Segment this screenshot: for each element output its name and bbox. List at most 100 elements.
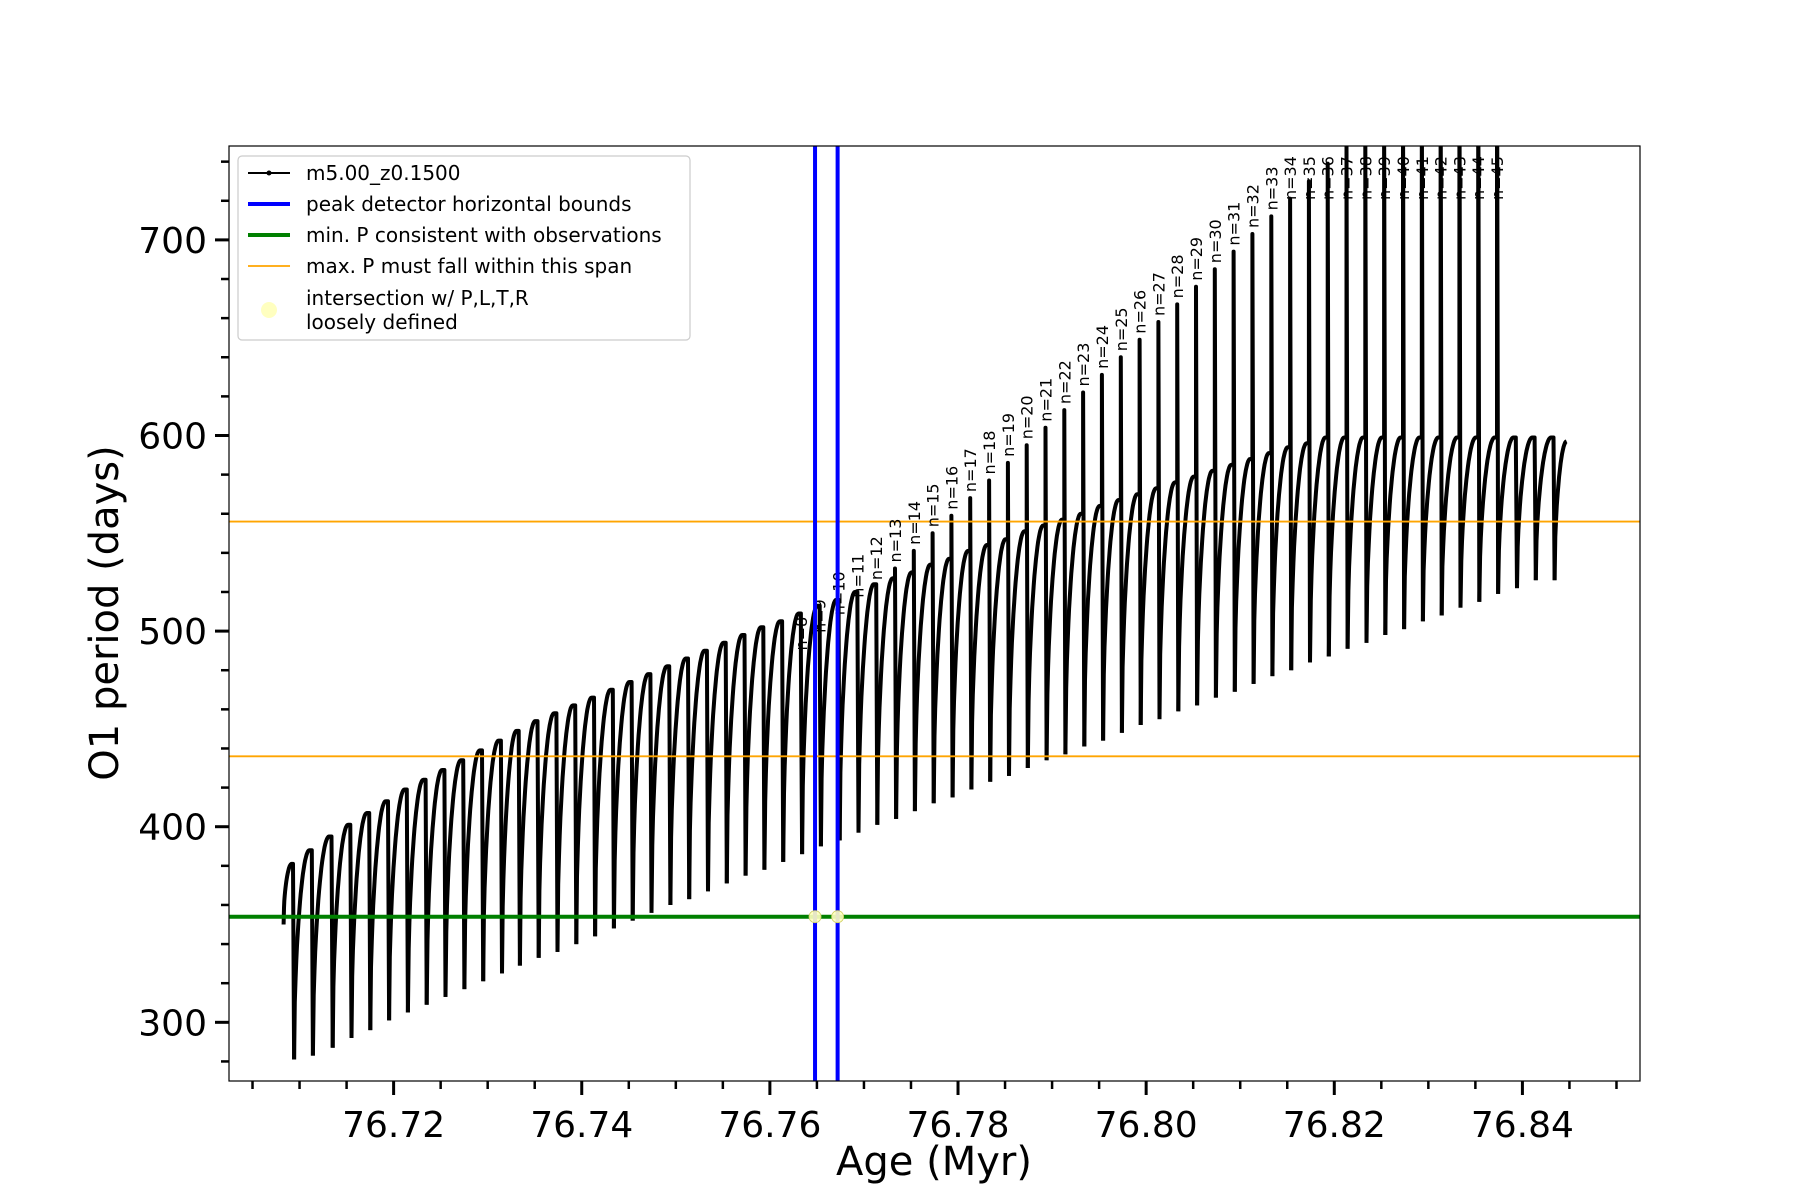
spike-label: n=28 [1168, 254, 1187, 298]
series-pulse-18 [611, 680, 635, 929]
spike-label: n=25 [1112, 307, 1131, 351]
series-pulse-47 [1157, 302, 1181, 720]
series-pulse-66 [1515, 435, 1538, 589]
x-tick-label: 76.82 [1283, 1105, 1386, 1146]
series-pulse-5 [368, 799, 392, 1031]
series-pulse-22 [687, 648, 710, 900]
series-pulse-4 [349, 811, 373, 1039]
legend-label: peak detector horizontal bounds [306, 192, 632, 216]
series-pulse-2 [310, 834, 335, 1056]
series-pulse-26 [762, 619, 786, 870]
legend-item: min. P consistent with observations [248, 223, 662, 247]
series-pulse-43 [1082, 372, 1106, 747]
series-pulse-62 [1439, 146, 1463, 616]
series-pulse-50 [1213, 249, 1237, 698]
spike-label: n=37 [1338, 156, 1357, 200]
series-pulse-14 [536, 711, 560, 958]
series-pulse-11 [481, 738, 504, 982]
spike-label: n=12 [867, 536, 886, 580]
spike-label: n=31 [1225, 202, 1244, 246]
spike-label: n=16 [942, 466, 961, 510]
series-pulse-39 [1007, 443, 1030, 776]
series-pulse-27 [781, 611, 805, 862]
spike-label: n=29 [1187, 237, 1206, 281]
spike-label: n=18 [980, 431, 999, 475]
annotation-layer: n=8n=9n=10n=11n=12n=13n=14n=15n=16n=17n=… [229, 146, 1640, 1081]
series-pulse-24 [724, 633, 748, 884]
series-pulse-31 [856, 582, 880, 833]
series-pulse-67 [1533, 435, 1557, 581]
legend-item: max. P must fall within this span [248, 254, 632, 278]
spike-label: n=39 [1375, 156, 1394, 200]
spike-label: n=13 [886, 519, 905, 563]
x-tick-label: 76.72 [342, 1105, 445, 1146]
series-pulse-40 [1025, 425, 1049, 769]
intersection-point-0 [808, 910, 822, 924]
series-pulse-61 [1420, 146, 1444, 622]
series-pulse-25 [743, 625, 767, 876]
legend-swatch-dot [261, 302, 277, 318]
series-pulse-51 [1232, 232, 1256, 692]
spike-label: n=11 [848, 554, 867, 598]
series-pulse-7 [405, 777, 429, 1013]
series-pulse-8 [424, 768, 448, 1005]
series-pulse-55 [1308, 161, 1331, 663]
series-pulse-42 [1063, 390, 1087, 755]
series-pulse-57 [1345, 146, 1369, 649]
series-pulse-final [1552, 439, 1568, 581]
spike-label: n=43 [1450, 156, 1469, 200]
series-pulse-12 [500, 728, 522, 974]
x-axis-ticks: 76.72 76.74 76.76 76.78 76.80 76.82 76.84 [251, 1081, 1618, 1146]
spike-label: n=34 [1281, 156, 1300, 200]
y-tick-label: 300 [138, 1003, 207, 1044]
spike-label: n=40 [1394, 156, 1413, 200]
spike-label: n=17 [961, 448, 980, 492]
series-pulse-52 [1251, 214, 1275, 684]
series-pulse-9 [443, 758, 467, 997]
intersection-point-1 [831, 910, 845, 924]
series-pulse-38 [988, 460, 1011, 782]
series-pulse-28 [800, 603, 823, 855]
spike-label: n=14 [905, 501, 924, 545]
spike-label: n=15 [924, 483, 943, 527]
y-axis-ticks: 300 400 500 600 700 [138, 160, 229, 1063]
spike-label: n=20 [1018, 395, 1037, 439]
series-pulse-32 [875, 566, 899, 825]
series-pulse-20 [649, 664, 673, 913]
series-pulse-56 [1326, 146, 1350, 657]
series-pulse-46 [1138, 320, 1162, 726]
legend-item: m5.00_z0.1500 [248, 161, 461, 185]
legend-swatch-marker [266, 170, 272, 176]
spike-label: n=33 [1262, 166, 1281, 210]
series-pulse-41 [1044, 408, 1068, 761]
y-tick-label: 400 [138, 808, 207, 849]
series-pulse-59 [1383, 146, 1407, 636]
legend-label: m5.00_z0.1500 [306, 161, 461, 185]
series-pulse-16 [574, 695, 598, 945]
spike-label: n=24 [1093, 325, 1112, 369]
series-pulse-49 [1195, 267, 1218, 706]
spike-label: n=21 [1037, 378, 1056, 422]
y-tick-label: 500 [138, 612, 207, 653]
y-tick-label: 600 [138, 416, 207, 457]
legend-item: peak detector horizontal bounds [248, 192, 632, 216]
series-pulse-48 [1176, 284, 1200, 712]
x-tick-label: 76.74 [530, 1105, 633, 1146]
spike-label: n=27 [1149, 272, 1168, 316]
spike-label: n=26 [1131, 290, 1150, 334]
spike-label: n=35 [1300, 156, 1319, 200]
series-pulse-30 [837, 590, 861, 841]
spike-label: n=36 [1319, 156, 1338, 200]
spike-label: n=19 [999, 413, 1018, 457]
x-tick-label: 76.78 [906, 1105, 1009, 1146]
series-pulse-10 [462, 748, 486, 990]
series-pulse-21 [668, 656, 692, 906]
series-pulse-37 [969, 478, 993, 790]
series-pulse-64 [1477, 146, 1501, 602]
series-pulse-63 [1458, 146, 1482, 608]
series-pulse-23 [706, 640, 729, 892]
legend-box [237, 155, 691, 341]
series-pulse-34 [912, 531, 936, 812]
x-tick-label: 76.80 [1095, 1105, 1198, 1146]
